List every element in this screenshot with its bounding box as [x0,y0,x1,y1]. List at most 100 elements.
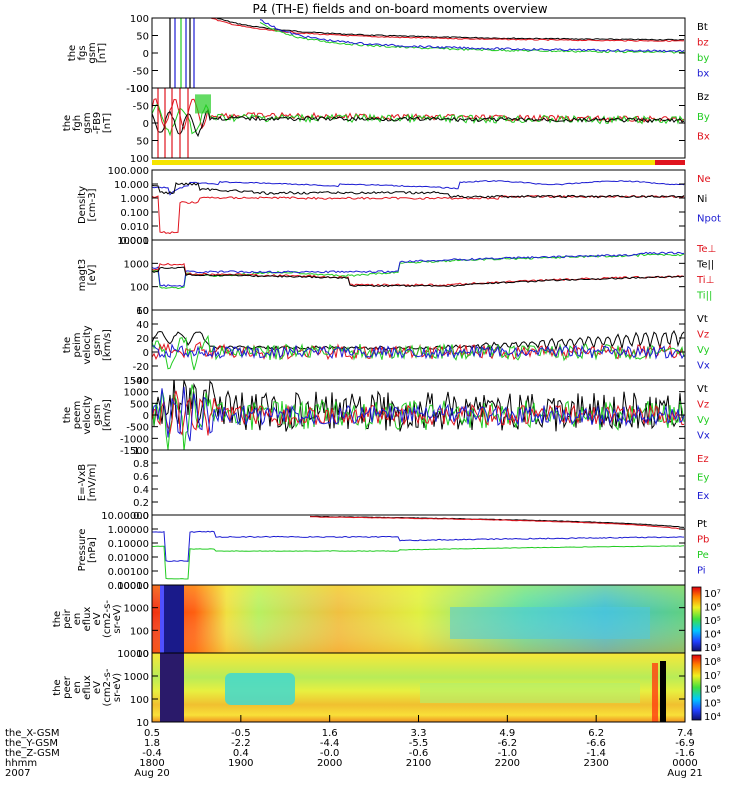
ylabel-line: sr-eV) [112,673,123,702]
y-tick-label: -40 [133,376,149,387]
fgs-bz-line [210,18,685,42]
panel-pressure-frame [151,514,686,586]
legend-bx: Bx [697,132,710,143]
y-tick-label: 100 [130,626,149,637]
fgh-bx-line [152,98,685,131]
ylabel-line: [nT] [97,43,108,63]
y-tick-label: -50 [133,102,149,113]
fgs-bt-line [216,18,685,41]
colorbar-label: 10⁴ [704,712,721,723]
x-tick-label: 6.2 [588,728,604,739]
ylabel-line: [mV/m] [87,464,98,502]
y-tick-label: 10.000 [114,180,149,191]
ylabel-line: gsm [92,334,103,355]
peem-vz-line [152,390,685,436]
peir-cyan-region [450,607,650,639]
x-tick-label: -1.4 [586,748,606,759]
x-tick-label: -1.6 [675,748,695,759]
ylabel-line: the [62,115,73,131]
colorbar-label: 10⁶ [704,603,721,614]
panel-peem-data [152,380,685,450]
x-tick-label: 2300 [583,758,608,769]
colorbar [691,586,702,652]
y-tick-label: 1000 [124,672,149,683]
y-tick-label: 0.4 [133,485,149,496]
ylabel-line: eflux [82,675,93,700]
peir-gap-edge [160,585,164,653]
legend-pb: Pb [697,535,709,546]
legend-by: by [697,53,709,64]
panel-peim-ylabel: the peim velocity gsm [km/s] [62,325,113,364]
y-tick-label: 10000 [117,236,149,247]
colorbar-label: 10⁷ [704,589,721,600]
y-tick-label: 0 [143,348,149,359]
y-tick-label: 10000 [117,649,149,660]
legend-npot: Npot [697,214,721,225]
x-tick-label: 0000 [672,758,697,769]
x-tick-label: -5.5 [409,738,429,749]
y-tick-label: 0.100 [120,208,149,219]
panel-peim-data [152,329,685,371]
ylabel-line: fgh [72,115,83,131]
ylabel-line: peir [62,608,73,628]
y-tick-label: -500 [126,423,149,434]
ylabel-line: sr-eV) [112,604,123,633]
panel-peer: 10000 1000 100 10 the peer en eflux eV (cm2-s-sr-… [52,649,721,729]
panel-efield-ylabel: E=-VxB [mV/m] [77,464,98,502]
legend-ez: Ez [697,454,709,465]
ylabel-line: [cm-3] [87,188,98,221]
panel-pressure-data [152,515,685,580]
panel-peim-frame [151,309,686,381]
panel-efield: 1.0 0.8 0.6 0.4 0.2 0.0 E=-VxB [mV/m] Ez Ey Ex [77,446,709,522]
ylabel-line: peem [72,401,83,429]
y-tick-label: 0.0 [133,511,149,522]
x-tick-label: -6.9 [675,738,695,749]
x-tick-label: 2100 [406,758,431,769]
legend-ey: Ey [697,472,709,483]
legend-vy: Vy [697,415,710,426]
ylabel-line: (cm2-s- [102,668,113,706]
ylabel-line: the [52,679,63,695]
y-tick-label: 1000 [124,259,149,270]
y-tick-label: 0.6 [133,472,149,483]
y-tick-label: 1500 [124,376,149,387]
fgh-bz-line [152,109,685,138]
legend-bz: Bz [697,92,709,103]
panel-pressure-ylabel: Pressure [nPa] [77,529,98,572]
status-bar-yellow [152,160,655,165]
ylabel-line: gsm [82,112,93,133]
y-tick-label: 1.000 [120,194,149,205]
y-tick-label: 10.00000 [101,511,149,522]
panel-peir-data [152,585,685,653]
ylabel-line: (cm2-s- [102,600,113,638]
peem-vx-line [152,386,685,442]
panel-pressure: 10.000001.000000.100000.010000.001000.00… [77,511,709,592]
legend-te⊥: Te⊥ [696,244,716,255]
ylabel-line: velocity [82,395,93,434]
x-tick-label: 1800 [139,758,164,769]
y-tick-label: 1.00000 [108,525,149,536]
panel-fgh: -100 -50 0 50 100 the fgh gsm -FB9 [nT] Bz By Bx [62,84,710,165]
panel-fgh-ylabel: the fgh gsm -FB9 [nT] [62,112,113,135]
x-tick-label: -0.6 [409,748,429,759]
colorbar-label: 10⁵ [704,698,721,709]
y-tick-label: 500 [130,399,149,410]
ylabel-line: fgs [77,45,88,60]
panel-peer-data [152,653,685,722]
x-tick-label: 4.9 [499,728,515,739]
peer-green-band [420,683,640,703]
x-tick-label: -0.5 [231,728,251,739]
legend-te||: Te|| [696,260,714,271]
ylabel-line: the [62,337,73,353]
ylabel-line: peim [72,332,83,357]
ylabel-line: Pressure [77,529,88,572]
ylabel-line: eflux [82,607,93,632]
legend-pe: Pe [697,550,709,561]
x-row-label: 2007 [5,768,30,779]
y-tick-label: 20 [136,334,149,345]
legend-bx: bx [697,69,709,80]
pressure-pt-line [309,515,685,528]
density-ni-line [152,182,685,199]
x-tick-label: -6.2 [498,738,518,749]
